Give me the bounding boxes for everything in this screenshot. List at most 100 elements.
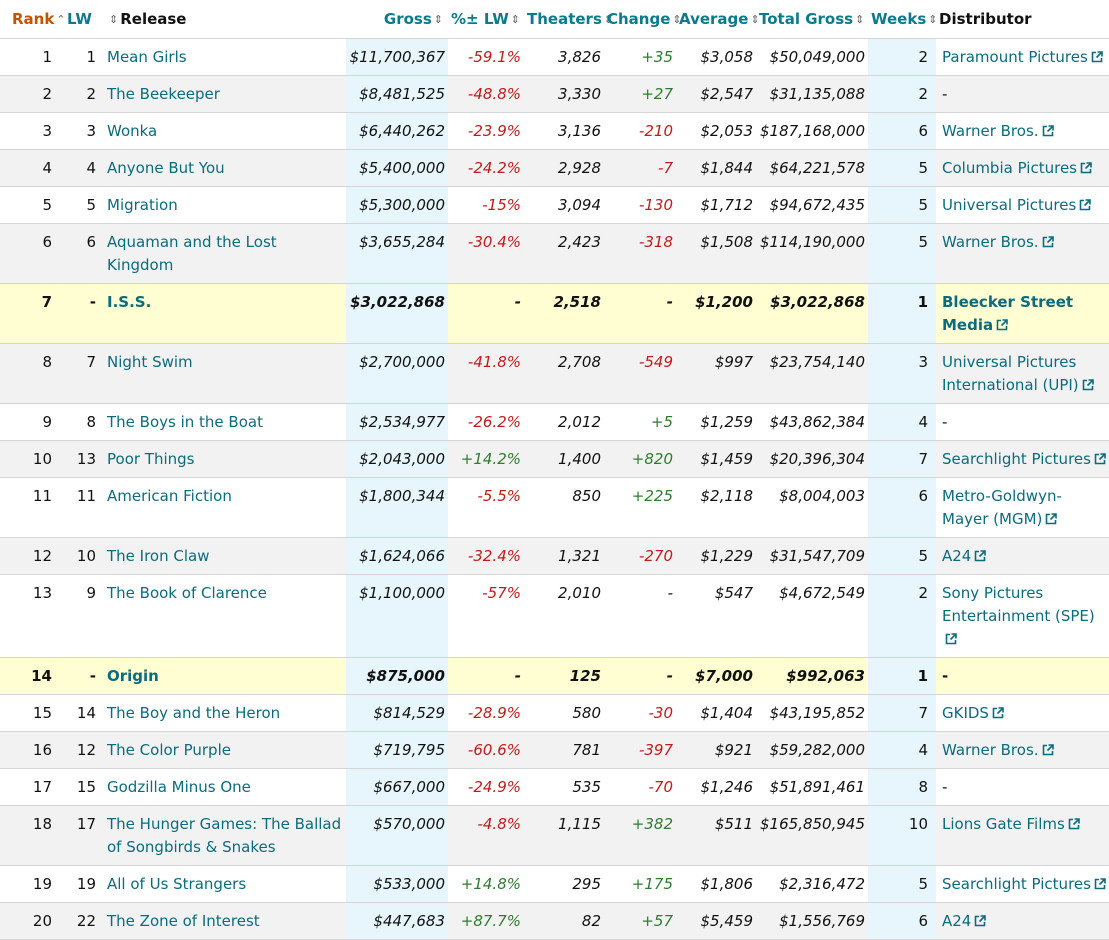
distributor-link[interactable]: Metro-Goldwyn-Mayer (MGM) bbox=[942, 487, 1062, 528]
distributor-link[interactable]: Warner Bros. bbox=[942, 122, 1054, 140]
weeks-cell: 5 bbox=[868, 223, 936, 284]
sort-icon: ⇕ bbox=[855, 13, 865, 26]
release-link[interactable]: Night Swim bbox=[107, 353, 193, 371]
distributor-link[interactable]: Sony Pictures Entertainment (SPE) bbox=[942, 584, 1095, 648]
release-link[interactable]: American Fiction bbox=[107, 487, 232, 505]
distributor-link[interactable]: Searchlight Pictures bbox=[942, 875, 1106, 893]
release-link[interactable]: The Beekeeper bbox=[107, 85, 220, 103]
table-row: 14- Origin $875,000-125- $7,000 $992,063 1- bbox=[0, 657, 1109, 695]
rank-cell: 12 bbox=[0, 537, 64, 575]
pct-lw-cell: -30.4% bbox=[448, 223, 524, 284]
release-link[interactable]: I.S.S. bbox=[107, 293, 152, 311]
release-link[interactable]: All of Us Strangers bbox=[107, 875, 247, 893]
distributor-link[interactable]: Searchlight Pictures bbox=[942, 450, 1106, 468]
release-link[interactable]: Godzilla Minus One bbox=[107, 778, 251, 796]
last-week-cell: 19 bbox=[64, 865, 104, 903]
sort-icon: ⇕ bbox=[510, 13, 520, 26]
weeks-cell: 2 bbox=[868, 75, 936, 113]
column-header-gross[interactable]: Gross ⇕ bbox=[346, 0, 448, 39]
sort-icon: ⇕ bbox=[433, 13, 443, 26]
change-cell: +5 bbox=[604, 403, 676, 441]
release-link[interactable]: Mean Girls bbox=[107, 48, 187, 66]
distributor-link[interactable]: GKIDS bbox=[942, 704, 1004, 722]
column-header-release[interactable]: ⇕ Release bbox=[104, 0, 346, 39]
weeks-cell: 4 bbox=[868, 731, 936, 769]
total-gross-cell: $50,049,000 bbox=[756, 38, 868, 76]
average-cell: $2,053 bbox=[676, 112, 756, 150]
theaters-cell: 2,012 bbox=[524, 403, 604, 441]
column-header-label: Gross bbox=[383, 10, 432, 28]
last-week-cell: 10 bbox=[64, 537, 104, 575]
distributor-cell: Searchlight Pictures bbox=[936, 440, 1109, 478]
release-link[interactable]: The Color Purple bbox=[107, 741, 231, 759]
release-cell: Origin bbox=[104, 657, 346, 695]
release-cell: Migration bbox=[104, 186, 346, 224]
weeks-cell: 10 bbox=[868, 805, 936, 866]
total-gross-cell: $43,195,852 bbox=[756, 694, 868, 732]
release-link[interactable]: The Iron Claw bbox=[107, 547, 210, 565]
change-cell: -130 bbox=[604, 186, 676, 224]
rank-cell: 14 bbox=[0, 657, 64, 695]
external-link-icon bbox=[1079, 199, 1092, 211]
last-week-cell: 17 bbox=[64, 805, 104, 866]
column-header-rank[interactable]: Rank ⌃ bbox=[0, 0, 66, 39]
weeks-cell: 5 bbox=[868, 149, 936, 187]
column-header-distributor[interactable]: Distributor bbox=[936, 0, 1109, 39]
column-header-weeks[interactable]: Weeks ⇕ bbox=[868, 0, 937, 39]
distributor-link[interactable]: A24 bbox=[942, 912, 987, 930]
total-gross-cell: $187,168,000 bbox=[756, 112, 868, 150]
distributor-link[interactable]: A24 bbox=[942, 547, 987, 565]
distributor-name: - bbox=[942, 413, 948, 431]
sort-icon: ⇕ bbox=[672, 13, 682, 26]
table-row: 11 11 American Fiction $1,800,344 -5.5% 850 +2… bbox=[0, 477, 1109, 538]
release-link[interactable]: Anyone But You bbox=[107, 159, 225, 177]
release-link[interactable]: Wonka bbox=[107, 122, 158, 140]
rank-cell: 17 bbox=[0, 768, 64, 806]
average-cell: $997 bbox=[676, 343, 756, 404]
distributor-link[interactable]: Warner Bros. bbox=[942, 741, 1054, 759]
release-link[interactable]: The Zone of Interest bbox=[107, 912, 260, 930]
release-link[interactable]: Poor Things bbox=[107, 450, 195, 468]
column-header-pct-lw[interactable]: %± LW ⇕ bbox=[448, 0, 524, 39]
last-week-cell: 2 bbox=[64, 75, 104, 113]
release-link[interactable]: The Boys in the Boat bbox=[107, 413, 263, 431]
column-header-lw[interactable]: LW bbox=[64, 0, 104, 39]
table-row: 6 6 Aquaman and the Lost Kingdom $3,655,284… bbox=[0, 223, 1109, 284]
table-row: 12 10 The Iron Claw $1,624,066 -32.4% 1,321 -2… bbox=[0, 537, 1109, 575]
average-cell: $1,844 bbox=[676, 149, 756, 187]
column-header-theaters[interactable]: Theaters⇕ bbox=[524, 0, 613, 39]
pct-lw-cell: +87.7% bbox=[448, 902, 524, 940]
distributor-link[interactable]: Lions Gate Films bbox=[942, 815, 1080, 833]
external-link-icon bbox=[1080, 162, 1092, 174]
distributor-cell: GKIDS bbox=[936, 694, 1109, 732]
release-link[interactable]: Origin bbox=[107, 667, 159, 685]
distributor-link[interactable]: Bleecker Street Media bbox=[942, 293, 1073, 334]
column-header-average[interactable]: Average ⇕ bbox=[676, 0, 760, 39]
release-link[interactable]: Aquaman and the Lost Kingdom bbox=[107, 233, 277, 274]
gross-cell: $6,440,262 bbox=[346, 112, 448, 150]
release-link[interactable]: The Hunger Games: The Ballad of Songbird… bbox=[107, 815, 342, 856]
release-cell: The Hunger Games: The Ballad of Songbird… bbox=[104, 805, 346, 866]
table-row: 18 17 The Hunger Games: The Ballad of Song… bbox=[0, 805, 1109, 866]
column-header-change[interactable]: Change ⇕ bbox=[604, 0, 682, 39]
pct-lw-cell: +14.8% bbox=[448, 865, 524, 903]
pct-lw-cell: -24.9% bbox=[448, 768, 524, 806]
release-link[interactable]: The Book of Clarence bbox=[107, 584, 267, 602]
distributor-link[interactable]: Warner Bros. bbox=[942, 233, 1054, 251]
distributor-link[interactable]: Universal Pictures bbox=[942, 196, 1092, 214]
theaters-cell: 295 bbox=[524, 865, 604, 903]
distributor-link[interactable]: Universal Pictures International (UPI) bbox=[942, 353, 1094, 394]
distributor-link[interactable]: Paramount Pictures bbox=[942, 48, 1103, 66]
column-header-label: Total Gross bbox=[759, 10, 854, 28]
distributor-link[interactable]: Columbia Pictures bbox=[942, 159, 1092, 177]
column-header-total-gross[interactable]: Total Gross ⇕ bbox=[756, 0, 868, 39]
average-cell: $1,200 bbox=[676, 283, 756, 344]
change-cell: -397 bbox=[604, 731, 676, 769]
average-cell: $511 bbox=[676, 805, 756, 866]
release-link[interactable]: The Boy and the Heron bbox=[107, 704, 281, 722]
table-body: 1 1 Mean Girls $11,700,367 -59.1% 3,826 +35 $3,… bbox=[0, 38, 1109, 940]
release-link[interactable]: Migration bbox=[107, 196, 178, 214]
pct-lw-cell: -23.9% bbox=[448, 112, 524, 150]
distributor-name: Columbia Pictures bbox=[942, 159, 1077, 177]
rank-cell: 20 bbox=[0, 902, 64, 940]
